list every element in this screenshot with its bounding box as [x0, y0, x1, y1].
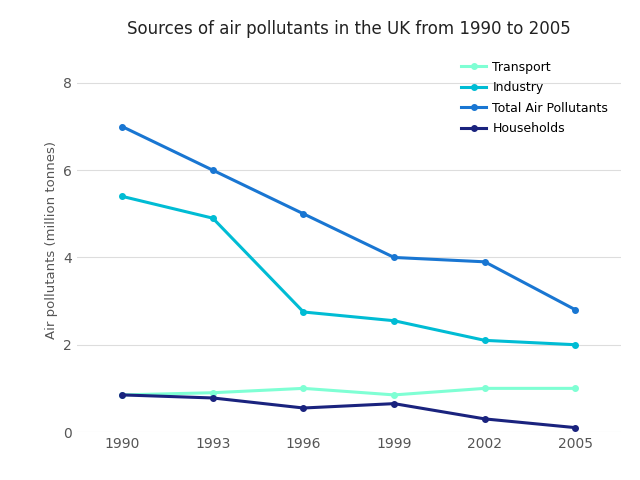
Households: [209, 395, 217, 401]
Legend: Transport, Industry, Total Air Pollutants, Households: Transport, Industry, Total Air Pollutant…: [455, 54, 614, 141]
Line: Households: Households: [119, 392, 579, 431]
Industry: [572, 342, 579, 348]
Line: Transport: Transport: [119, 385, 579, 398]
Total Air Pollutants: [209, 168, 217, 173]
Transport: [390, 392, 398, 398]
Industry: [481, 337, 489, 343]
Line: Total Air Pollutants: Total Air Pollutants: [119, 124, 579, 312]
Households: [300, 405, 307, 411]
Transport: [572, 385, 579, 391]
Industry: [118, 193, 126, 199]
Total Air Pollutants: [390, 254, 398, 260]
Industry: [300, 309, 307, 315]
Industry: [209, 216, 217, 221]
Total Air Pollutants: [481, 259, 489, 264]
Industry: [390, 318, 398, 324]
Transport: [118, 392, 126, 398]
Total Air Pollutants: [572, 307, 579, 312]
Line: Industry: Industry: [119, 193, 579, 348]
Total Air Pollutants: [300, 211, 307, 216]
Transport: [300, 385, 307, 391]
Transport: [209, 390, 217, 396]
Households: [118, 392, 126, 398]
Transport: [481, 385, 489, 391]
Households: [390, 401, 398, 407]
Households: [481, 416, 489, 422]
Y-axis label: Air pollutants (million tonnes): Air pollutants (million tonnes): [45, 141, 58, 339]
Households: [572, 425, 579, 431]
Title: Sources of air pollutants in the UK from 1990 to 2005: Sources of air pollutants in the UK from…: [127, 20, 571, 38]
Total Air Pollutants: [118, 124, 126, 130]
